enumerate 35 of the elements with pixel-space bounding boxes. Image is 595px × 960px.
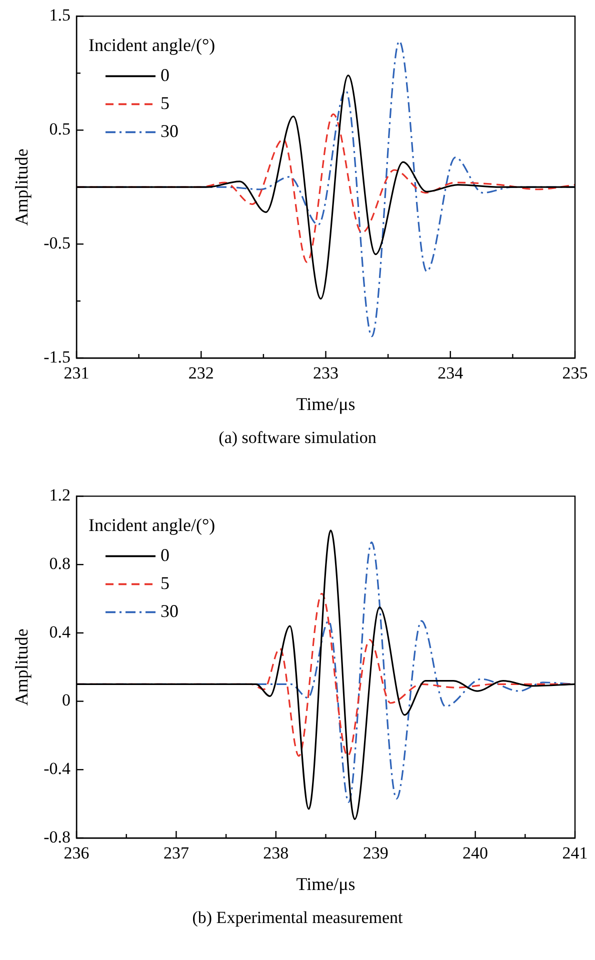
text: (b) Experimental measurement [191, 908, 404, 928]
y-tick-label: -0.5 [44, 234, 71, 253]
y-tick-label: 0.4 [49, 622, 72, 642]
legend-label: 0 [160, 64, 170, 85]
y-tick-label: 1.5 [49, 6, 71, 25]
x-tick-label: 233 [313, 364, 339, 383]
legend-label: 5 [160, 92, 170, 113]
x-axis-title: Time/μs [296, 874, 356, 894]
legend-label: 5 [160, 572, 170, 593]
y-tick-label: 0.8 [49, 554, 71, 574]
y-tick-label: 0.5 [49, 120, 71, 139]
y-tick-label: -0.8 [44, 827, 71, 846]
y-tick-label: 1.2 [49, 486, 71, 505]
text: (a) software simulation [218, 428, 378, 448]
legend-title: Incident angle/(°) [88, 514, 216, 535]
x-tick-label: 241 [562, 844, 588, 863]
x-tick-label: 234 [438, 364, 464, 383]
x-tick-label: 238 [263, 844, 289, 863]
x-tick-label: 240 [462, 844, 488, 863]
legend-label: 30 [160, 600, 179, 621]
x-tick-label: 231 [64, 364, 90, 383]
x-tick-label: 237 [163, 844, 190, 863]
y-tick-label: -0.4 [44, 759, 71, 778]
x-tick-label: 232 [188, 364, 214, 383]
x-tick-label: 239 [362, 844, 388, 863]
legend-title: Incident angle/(°) [88, 34, 216, 55]
y-axis-title: Amplitude [12, 148, 32, 226]
x-tick-label: 236 [64, 844, 90, 863]
x-tick-label: 235 [562, 364, 588, 383]
y-tick-label: 0 [62, 690, 71, 710]
x-axis-title: Time/μs [296, 394, 356, 414]
legend-label: 0 [160, 544, 170, 565]
y-axis-title: Amplitude [12, 628, 32, 706]
legend-label: 30 [160, 120, 179, 141]
y-tick-label: -1.5 [44, 347, 71, 366]
